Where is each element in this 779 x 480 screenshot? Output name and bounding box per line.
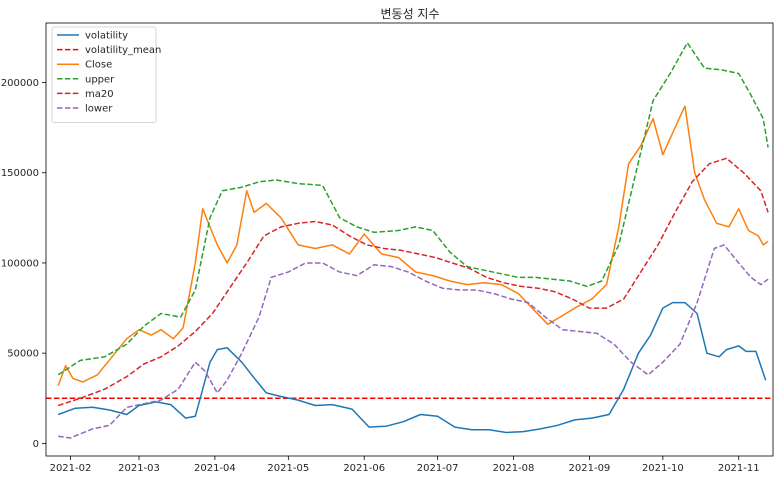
x-tick-label: 2021-10: [642, 463, 684, 474]
chart-title: 변동성 지수: [380, 7, 439, 21]
plot-area: [46, 42, 773, 439]
series-line-upper: [57, 42, 769, 376]
y-tick-label: 200000: [1, 78, 39, 89]
plot-frame: [45, 22, 774, 457]
x-tick-label: 2021-03: [118, 463, 160, 474]
legend-label: lower: [85, 104, 113, 115]
series-line-ma20: [57, 157, 769, 407]
y-axis: 0 50000 100000 150000 200000: [1, 78, 46, 450]
legend-label: ma20: [85, 89, 114, 100]
y-tick-label: 0: [33, 439, 39, 450]
legend: volatility volatility_mean Close upper ma20 l…: [51, 26, 161, 123]
legend-label: volatility: [85, 31, 128, 42]
x-tick-label: 2021-04: [194, 463, 236, 474]
y-tick-label: 50000: [7, 349, 39, 360]
y-tick-label: 150000: [1, 168, 39, 179]
x-tick-label: 2021-05: [267, 463, 309, 474]
legend-box: [51, 26, 157, 123]
x-tick-label: 2021-02: [50, 463, 92, 474]
x-tick-label: 2021-11: [718, 463, 760, 474]
x-tick-label: 2021-08: [493, 463, 535, 474]
y-tick-label: 100000: [1, 258, 39, 269]
legend-label: volatility_mean: [85, 45, 161, 56]
legend-label: upper: [85, 74, 115, 85]
x-tick-label: 2021-06: [343, 463, 385, 474]
series-line-close: [57, 105, 769, 386]
legend-label: Close: [85, 60, 112, 71]
x-tick-label: 2021-09: [569, 463, 611, 474]
x-tick-label: 2021-07: [417, 463, 459, 474]
x-axis: 2021-02 2021-03 2021-04 2021-05 2021-06 2021-…: [50, 456, 760, 474]
series-line-volatility: [57, 301, 767, 434]
